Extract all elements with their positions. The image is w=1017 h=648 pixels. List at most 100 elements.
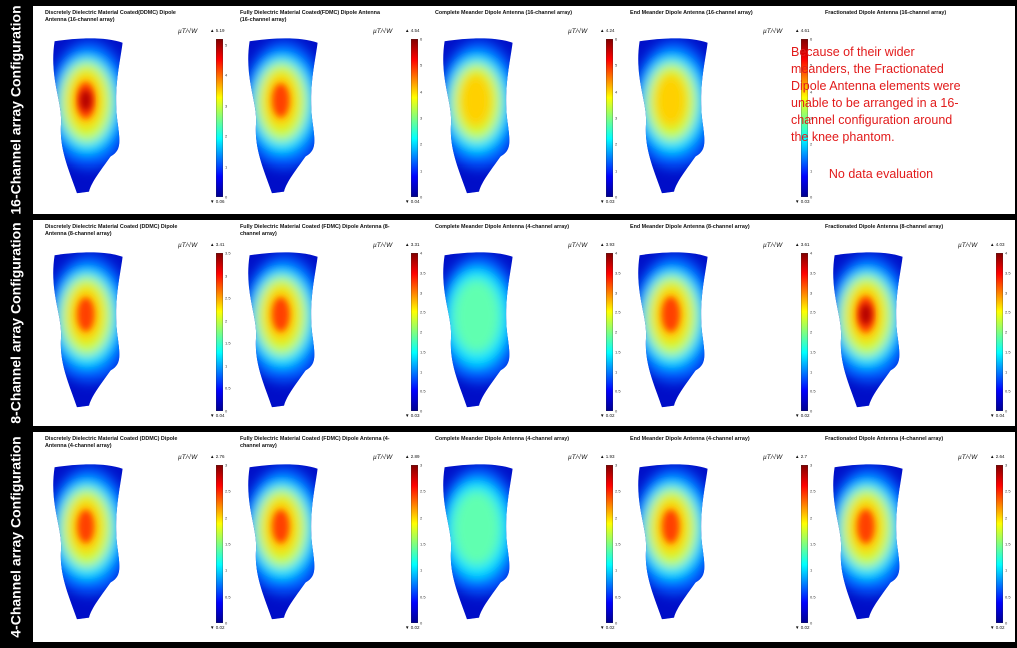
field-map xyxy=(833,464,903,620)
unit-label: µT/√W xyxy=(178,28,198,35)
colorbar-tick: 2 xyxy=(615,329,618,335)
colorbar-tick: 2.5 xyxy=(1005,309,1011,315)
map-title: Fractionated Dipole Antenna (4-channel a… xyxy=(825,436,944,442)
colorbar-tick: 0 xyxy=(420,408,423,414)
map-title: Complete Meander Dipole Antenna (16-chan… xyxy=(435,10,572,16)
field-map xyxy=(638,252,708,408)
colorbar-tick: 2.5 xyxy=(420,488,426,494)
colorbar-tick: 0 xyxy=(810,194,813,200)
map-cell: Fully Dielectric Material Coated (FDMC) … xyxy=(228,220,426,426)
map-cell: Fully Dielectric Material Coated (FDMC) … xyxy=(228,432,426,642)
colorbar-tick: 1 xyxy=(225,363,228,369)
colorbar xyxy=(411,253,418,411)
map-title: Fractionated Dipole Antenna (8-channel a… xyxy=(825,224,944,230)
unit-label: µT/√W xyxy=(568,242,588,249)
min-value: ▼ 0.02 xyxy=(600,413,615,418)
map-cell: Discretely Dielectric Material Coated(DD… xyxy=(33,6,228,214)
unit-label: µT/√W xyxy=(958,242,978,249)
colorbar-tick: 1 xyxy=(1005,369,1008,374)
colorbar-tick: 3 xyxy=(810,115,813,121)
colorbar-tick: 1 xyxy=(615,567,618,573)
field-map xyxy=(248,38,318,194)
colorbar-tick: 2 xyxy=(1005,515,1008,521)
colorbar-tick: 0 xyxy=(615,194,618,200)
colorbar-tick: 3 xyxy=(225,103,228,109)
colorbar-tick: 1.5 xyxy=(420,541,426,547)
colorbar-tick: 1 xyxy=(810,168,813,174)
colorbar-tick: 1 xyxy=(420,369,423,374)
colorbar-tick: 1.5 xyxy=(1005,349,1011,355)
unit-label: µT/√W xyxy=(373,242,393,249)
colorbar-tick: 0 xyxy=(615,408,618,414)
colorbar-tick: 5 xyxy=(810,62,813,68)
colorbar-tick: 2.5 xyxy=(810,309,816,315)
max-value: ▲ 3.61 xyxy=(795,242,810,247)
field-map xyxy=(53,252,123,408)
max-value: ▲ 4.24 xyxy=(600,28,615,33)
max-value: ▲ 5.19 xyxy=(210,28,225,33)
field-map xyxy=(833,252,903,408)
map-cell: End Meander Dipole Antenna (16-channel a… xyxy=(618,6,813,214)
colorbar-tick: 2.5 xyxy=(810,488,816,494)
colorbar-tick: 2.5 xyxy=(1005,488,1011,494)
min-value: ▼ 0.02 xyxy=(210,625,225,630)
colorbar-tick: 5 xyxy=(420,62,423,68)
row-label-8ch: 8-Channel array Configuration xyxy=(8,222,24,424)
max-value: ▲ 3.41 xyxy=(210,242,225,247)
min-value: ▼ 0.02 xyxy=(600,625,615,630)
colorbar xyxy=(801,465,808,623)
unit-label: µT/√W xyxy=(568,28,588,35)
unit-label: µT/√W xyxy=(373,454,393,461)
colorbar-tick: 2 xyxy=(420,329,423,335)
unit-label: µT/√W xyxy=(178,454,198,461)
unit-label: µT/√W xyxy=(763,242,783,249)
colorbar-tick: 5 xyxy=(225,42,228,48)
map-cell: Discretely Dielectric Material Coated (D… xyxy=(33,432,231,642)
colorbar-tick: 2 xyxy=(225,515,228,521)
colorbar-tick: 1 xyxy=(810,567,813,573)
colorbar-tick: 0 xyxy=(225,408,228,414)
field-map xyxy=(53,464,123,620)
colorbar-tick: 1 xyxy=(615,369,618,374)
colorbar-tick: 2 xyxy=(810,141,813,147)
colorbar-tick: 3.5 xyxy=(225,250,231,256)
map-title: End Meander Dipole Antenna (16-channel a… xyxy=(630,10,753,16)
colorbar-tick: 1.5 xyxy=(810,349,816,355)
colorbar-tick: 2 xyxy=(1005,329,1008,335)
field-map xyxy=(443,252,513,408)
colorbar-tick: 0.5 xyxy=(420,594,426,600)
colorbar-tick: 3.5 xyxy=(810,270,816,276)
map-title: Complete Meander Dipole Antenna (4-chann… xyxy=(435,224,569,230)
panel-16ch: Discretely Dielectric Material Coated(DD… xyxy=(33,6,1015,214)
colorbar-tick: 5 xyxy=(615,62,618,68)
colorbar xyxy=(801,39,808,197)
colorbar-tick: 3 xyxy=(615,115,618,121)
colorbar-tick: 2 xyxy=(420,141,423,147)
map-title: End Meander Dipole Antenna (4-channel ar… xyxy=(630,436,750,442)
colorbar-tick: 0.5 xyxy=(810,388,816,394)
unit-label: µT/√W xyxy=(373,28,393,35)
unit-label: µT/√W xyxy=(763,454,783,461)
map-cell: Fully Dielectric Material Coated(FDMC) D… xyxy=(228,6,423,214)
colorbar-tick: 2.5 xyxy=(615,309,621,315)
colorbar xyxy=(216,465,223,623)
max-value: ▲ 3.93 xyxy=(600,242,615,247)
colorbar-tick: 1 xyxy=(615,168,618,174)
min-value: ▼ 0.06 xyxy=(210,199,225,204)
colorbar-tick: 1.5 xyxy=(420,349,426,355)
max-value: ▲ 1.93 xyxy=(600,454,615,459)
map-title: Fully Dielectric Material Coated (FDMC) … xyxy=(240,224,390,237)
map-cell: Complete Meander Dipole Antenna (4-chann… xyxy=(423,220,621,426)
colorbar xyxy=(606,39,613,197)
colorbar-tick: 6 xyxy=(420,36,423,42)
min-value: ▼ 0.02 xyxy=(405,625,420,630)
field-map xyxy=(248,464,318,620)
colorbar-tick: 3.5 xyxy=(420,270,426,276)
field-map xyxy=(443,464,513,620)
colorbar-tick: 0.5 xyxy=(225,385,231,391)
colorbar-tick: 3.5 xyxy=(1005,270,1011,276)
colorbar-tick: 1 xyxy=(1005,567,1008,573)
colorbar-tick: 1 xyxy=(225,567,228,573)
min-value: ▼ 0.04 xyxy=(990,413,1005,418)
max-value: ▲ 4.54 xyxy=(405,28,420,33)
